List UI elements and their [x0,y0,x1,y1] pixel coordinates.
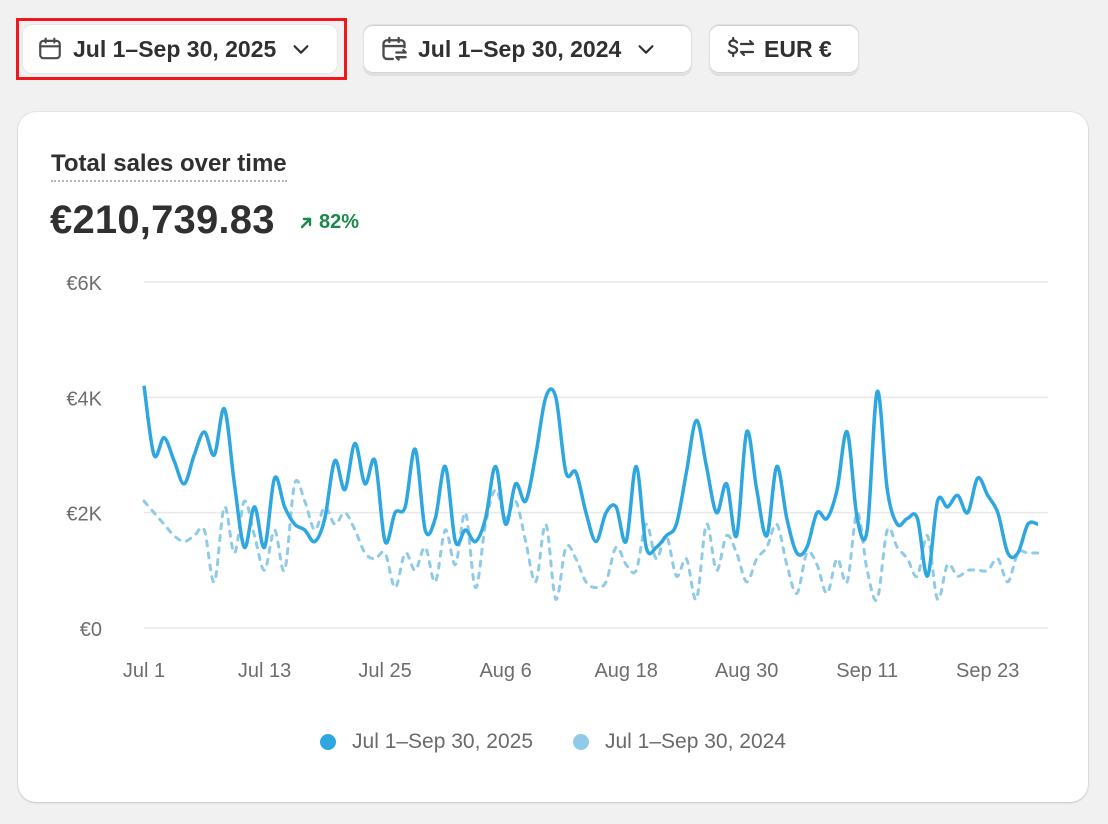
y-tick-label: €2K [66,504,102,526]
chevron-down-icon [635,38,657,60]
arrow-up-right-icon [299,216,313,230]
x-tick-label: Jul 25 [358,660,411,682]
x-tick-label: Aug 18 [594,660,657,682]
x-tick-label: Aug 30 [715,660,778,682]
change-badge: 82% [299,211,359,234]
change-percent: 82% [319,211,360,233]
chevron-down-icon [290,38,312,60]
x-tick-label: Sep 11 [836,660,898,682]
legend-label-previous: Jul 1–Sep 30, 2024 [605,730,786,753]
total-sales-value: €210,739.83 [50,198,275,242]
date-range-label: Jul 1–Sep 30, 2025 [73,35,277,62]
card-title[interactable]: Total sales over time [51,150,287,182]
calendar-icon [37,36,63,62]
currency-button[interactable]: EUR € [709,24,859,74]
date-range-button[interactable]: Jul 1–Sep 30, 2025 [22,24,338,74]
x-tick-label: Aug 6 [479,660,531,682]
calendar-compare-icon [380,35,408,63]
compare-range-label: Jul 1–Sep 30, 2024 [418,35,622,62]
compare-range-button[interactable]: Jul 1–Sep 30, 2024 [363,24,692,74]
sales-card: Total sales over time €210,739.83 82% €6… [18,112,1088,802]
toolbar: Jul 1–Sep 30, 2025 Jul 1–Sep 30, 2024 [0,0,1108,100]
legend-dot-current [320,734,337,750]
legend-item-current[interactable]: Jul 1–Sep 30, 2025 [320,730,533,754]
y-tick-label: €6K [66,273,102,295]
series-line-current [142,385,1039,578]
series-line-previous [142,479,1040,602]
currency-label: EUR € [764,35,832,62]
x-tick-label: Jul 1 [123,660,165,682]
currency-exchange-icon [726,35,756,63]
legend-item-previous[interactable]: Jul 1–Sep 30, 2024 [573,730,786,754]
legend-dot-previous [573,734,589,750]
chart-legend: Jul 1–Sep 30, 2025 Jul 1–Sep 30, 2024 [18,730,1088,754]
x-tick-label: Sep 23 [956,660,1019,682]
y-tick-label: €4K [66,388,102,410]
y-tick-label: €0 [80,619,102,641]
sales-line-chart: €6K €4K €2K €0 Jul 1 Jul 13 Jul 25 Aug 6 Aug 18 A… [66,273,1048,682]
x-tick-label: Jul 13 [238,660,291,682]
legend-label-current: Jul 1–Sep 30, 2025 [352,730,533,753]
